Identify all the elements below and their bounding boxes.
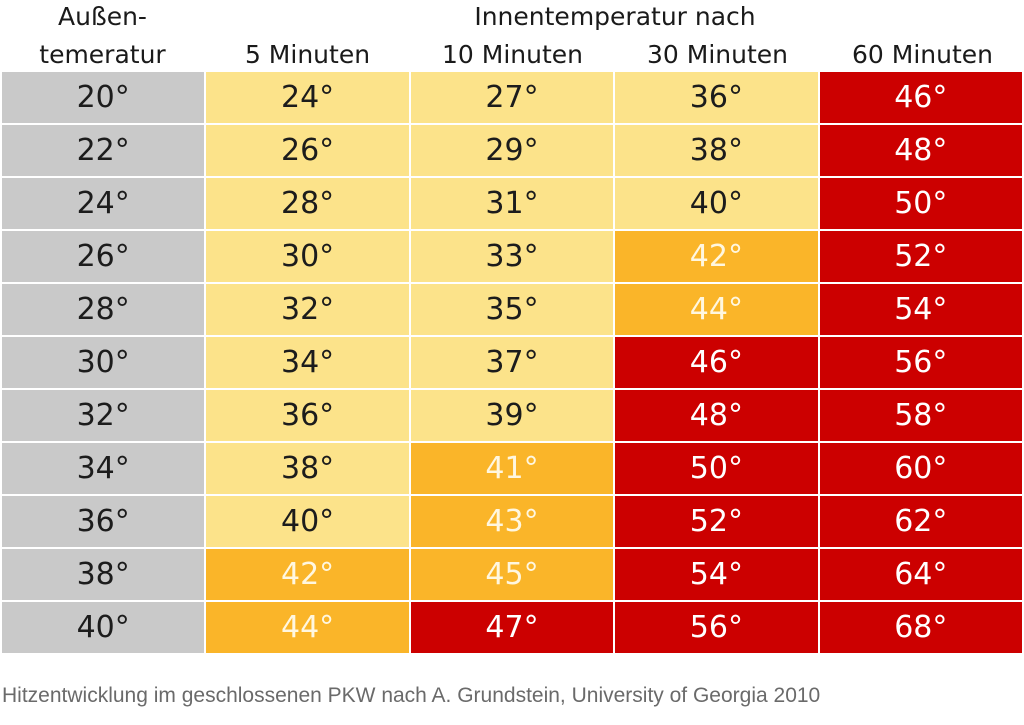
column-header-30-minutes: 30 Minuten — [647, 40, 788, 69]
column-header-5-minutes: 5 Minuten — [244, 40, 371, 69]
indoor-temp-cell-10-min: 47° — [410, 602, 614, 653]
indoor-temp-cell-30-min: 42° — [615, 231, 818, 282]
indoor-temp-cell-5-min: 28° — [206, 178, 409, 229]
outdoor-temp-cell: 26° — [2, 231, 205, 282]
indoor-temp-cell-10-min: 41° — [410, 443, 614, 494]
outdoor-temp-cell: 30° — [2, 337, 205, 388]
indoor-temp-cell-5-min: 44° — [206, 602, 409, 653]
indoor-temp-cell-60-min: 50° — [819, 178, 1022, 229]
column-header-10-minutes: 10 Minuten — [442, 40, 583, 69]
indoor-temp-cell-10-min: 33° — [410, 231, 614, 282]
indoor-temp-cell-10-min: 37° — [410, 337, 614, 388]
indoor-temp-cell-10-min: 45° — [410, 549, 614, 600]
indoor-temp-cell-30-min: 52° — [615, 496, 818, 547]
outdoor-temp-cell: 40° — [2, 602, 205, 653]
outdoor-temperature-header-line1: Außen- — [58, 2, 147, 31]
indoor-temp-cell-10-min: 29° — [410, 125, 614, 176]
indoor-temp-cell-60-min: 60° — [819, 443, 1022, 494]
indoor-temp-cell-10-min: 39° — [410, 390, 614, 441]
outdoor-temp-cell: 38° — [2, 549, 205, 600]
outdoor-temp-cell: 36° — [2, 496, 205, 547]
indoor-temp-cell-30-min: 54° — [615, 549, 818, 600]
indoor-temp-cell-60-min: 58° — [819, 390, 1022, 441]
indoor-temp-cell-10-min: 31° — [410, 178, 614, 229]
indoor-temp-cell-60-min: 52° — [819, 231, 1022, 282]
outdoor-temp-cell: 20° — [2, 72, 205, 123]
indoor-temp-cell-60-min: 56° — [819, 337, 1022, 388]
indoor-temp-cell-5-min: 40° — [206, 496, 409, 547]
outdoor-temp-cell: 24° — [2, 178, 205, 229]
indoor-temp-cell-30-min: 50° — [615, 443, 818, 494]
indoor-temp-cell-60-min: 54° — [819, 284, 1022, 335]
column-header-60-minutes: 60 Minuten — [852, 40, 993, 69]
indoor-temp-cell-5-min: 34° — [206, 337, 409, 388]
indoor-temp-cell-60-min: 68° — [819, 602, 1022, 653]
indoor-temp-cell-60-min: 64° — [819, 549, 1022, 600]
indoor-temp-cell-60-min: 48° — [819, 125, 1022, 176]
indoor-temp-cell-30-min: 36° — [615, 72, 818, 123]
indoor-temp-cell-30-min: 56° — [615, 602, 818, 653]
indoor-temp-cell-10-min: 35° — [410, 284, 614, 335]
indoor-temp-cell-10-min: 43° — [410, 496, 614, 547]
indoor-temp-cell-5-min: 36° — [206, 390, 409, 441]
indoor-temp-cell-30-min: 46° — [615, 337, 818, 388]
indoor-temp-cell-5-min: 42° — [206, 549, 409, 600]
outdoor-temp-cell: 34° — [2, 443, 205, 494]
indoor-temp-cell-5-min: 30° — [206, 231, 409, 282]
indoor-temp-cell-30-min: 48° — [615, 390, 818, 441]
outdoor-temp-cell: 22° — [2, 125, 205, 176]
indoor-temp-cell-5-min: 26° — [206, 125, 409, 176]
indoor-temp-cell-5-min: 24° — [206, 72, 409, 123]
outdoor-temperature-header-line2: temeratur — [39, 40, 166, 69]
temperature-table: 20° 24° 27° 36° 46° 22° 26° 29° 38° 48° 24° 28° 31° 4… — [2, 72, 1022, 653]
indoor-temp-cell-60-min: 46° — [819, 72, 1022, 123]
indoor-temp-cell-5-min: 32° — [206, 284, 409, 335]
source-caption: Hitzentwicklung im geschlossenen PKW nac… — [2, 684, 821, 707]
indoor-temp-cell-10-min: 27° — [410, 72, 614, 123]
indoor-temperature-group-header: Innentemperatur nach — [474, 2, 756, 31]
outdoor-temp-cell: 28° — [2, 284, 205, 335]
indoor-temp-cell-30-min: 38° — [615, 125, 818, 176]
indoor-temp-cell-5-min: 38° — [206, 443, 409, 494]
indoor-temp-cell-30-min: 40° — [615, 178, 818, 229]
outdoor-temp-cell: 32° — [2, 390, 205, 441]
indoor-temp-cell-30-min: 44° — [615, 284, 818, 335]
indoor-temp-cell-60-min: 62° — [819, 496, 1022, 547]
